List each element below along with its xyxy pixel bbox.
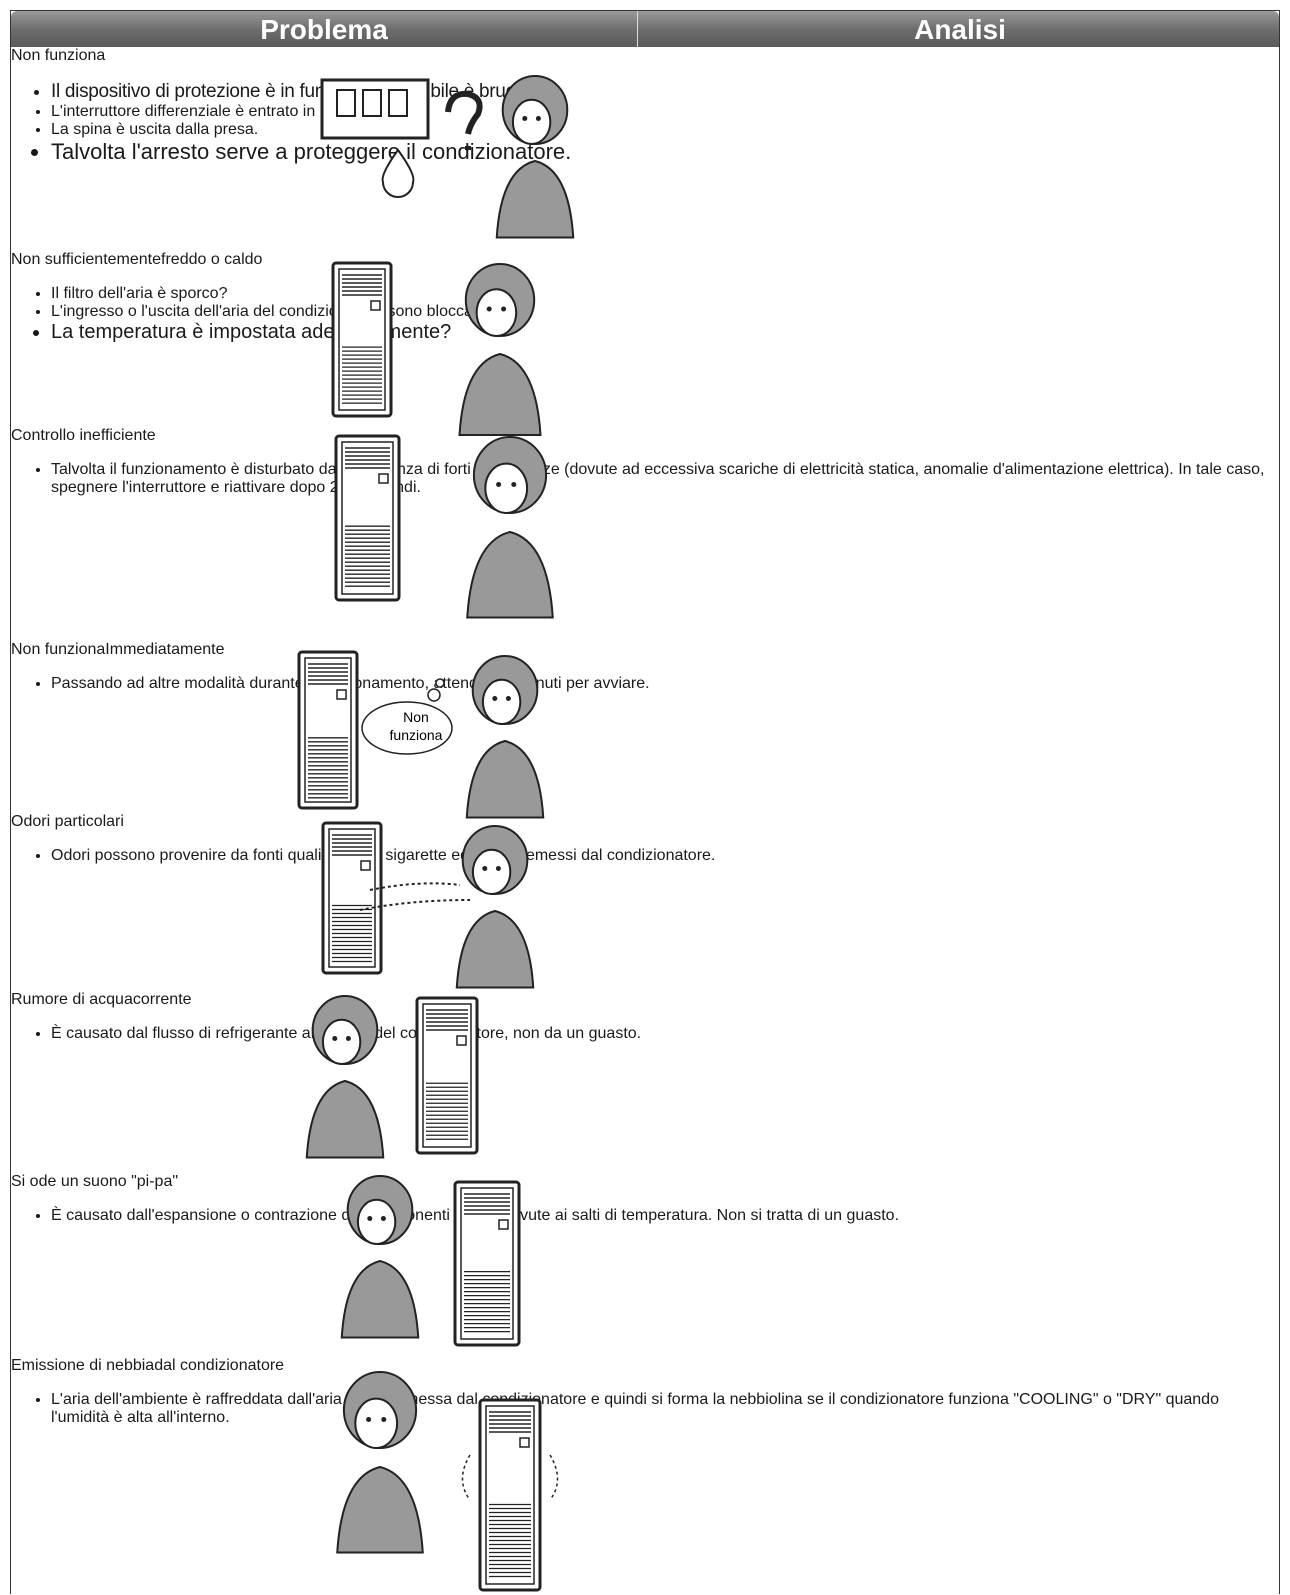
table-header: Problema Analisi bbox=[11, 11, 1279, 47]
analysis-list: È causato dal flusso di refrigerante all… bbox=[11, 1025, 1279, 1043]
problem-text: corrente bbox=[132, 991, 192, 1008]
analysis-cell: Il filtro dell'aria è sporco?L'ingresso … bbox=[11, 285, 1279, 344]
analysis-list: Talvolta il funzionamento è disturbato d… bbox=[11, 461, 1279, 497]
problem-text: Non funziona bbox=[11, 47, 106, 64]
analysis-item: È causato dall'espansione o contrazione … bbox=[51, 1207, 1279, 1225]
table-row: Rumore di acquacorrente È causato dal flu… bbox=[11, 991, 1279, 1173]
table-row: Odori particolari Odori possono provenire… bbox=[11, 813, 1279, 991]
header-cell: Analisi bbox=[637, 11, 1282, 47]
problem-cell: Si ode un suono "pi-pa" bbox=[11, 1173, 1279, 1191]
table-row: Si ode un suono "pi-pa" È causato dall'es… bbox=[11, 1173, 1279, 1357]
problem-text: Non funziona bbox=[11, 641, 106, 658]
analysis-cell: L'aria dell'ambiente è raffreddata dall'… bbox=[11, 1391, 1279, 1427]
table-row: Non sufficientementefreddo o caldo Il fil… bbox=[11, 251, 1279, 427]
problem-cell: Non funzionaImmediatamente bbox=[11, 641, 1279, 659]
problem-text: Emissione di nebbia bbox=[11, 1357, 155, 1374]
analysis-item: Talvolta il funzionamento è disturbato d… bbox=[51, 461, 1279, 497]
analysis-cell: Passando ad altre modalità durante il fu… bbox=[11, 675, 1279, 693]
problem-cell: Non funziona bbox=[11, 47, 1279, 65]
analysis-list: È causato dall'espansione o contrazione … bbox=[11, 1207, 1279, 1225]
problem-text: dal condizionatore bbox=[154, 1357, 285, 1374]
problem-text: Odori particolari bbox=[11, 813, 124, 830]
problem-cell: Controllo inefficiente bbox=[11, 427, 1279, 445]
analysis-item: Passando ad altre modalità durante il fu… bbox=[51, 675, 1279, 693]
problem-text: Rumore di acqua bbox=[11, 991, 133, 1008]
problem-text: Immediatamente bbox=[105, 641, 225, 658]
analysis-item: Il dispositivo di protezione è in funzio… bbox=[51, 81, 1279, 103]
analysis-item: La spina è uscita dalla presa. bbox=[51, 121, 1279, 139]
analysis-list: Passando ad altre modalità durante il fu… bbox=[11, 675, 1279, 693]
analysis-item: L'ingresso o l'uscita dell'aria del cond… bbox=[51, 303, 1279, 321]
table-row: Non funzionaImmediatamente Passando ad al… bbox=[11, 641, 1279, 813]
analysis-list: Odori possono provenire da fonti quali m… bbox=[11, 847, 1279, 865]
table-row: Emissione di nebbiadal condizionatore L'a… bbox=[11, 1357, 1279, 1595]
analysis-cell: Odori possono provenire da fonti quali m… bbox=[11, 847, 1279, 865]
analysis-item: L'aria dell'ambiente è raffreddata dall'… bbox=[51, 1391, 1279, 1427]
analysis-item: La temperatura è impostata adeguatamente… bbox=[51, 321, 1279, 344]
header-cell: Problema bbox=[260, 14, 388, 45]
problem-text: freddo o caldo bbox=[161, 251, 263, 268]
problem-text: Controllo inefficiente bbox=[11, 427, 156, 444]
analysis-cell: È causato dall'espansione o contrazione … bbox=[11, 1207, 1279, 1225]
problem-cell: Odori particolari bbox=[11, 813, 1279, 831]
problem-cell: Non sufficientementefreddo o caldo bbox=[11, 251, 1279, 269]
analysis-item: È causato dal flusso di refrigerante all… bbox=[51, 1025, 1279, 1043]
problem-text: Non sufficientemente bbox=[11, 251, 162, 268]
analysis-item: Il filtro dell'aria è sporco? bbox=[51, 285, 1279, 303]
problem-cell: Rumore di acquacorrente bbox=[11, 991, 1279, 1009]
analysis-cell: È causato dal flusso di refrigerante all… bbox=[11, 1025, 1279, 1043]
table-row: Controllo inefficiente Talvolta il funzio… bbox=[11, 427, 1279, 641]
analysis-list: L'aria dell'ambiente è raffreddata dall'… bbox=[11, 1391, 1279, 1427]
table: Problema Analisi Non funziona Il disposit… bbox=[10, 10, 1280, 1594]
table-row: Non funziona Il dispositivo di protezione… bbox=[11, 47, 1279, 251]
analysis-cell: Il dispositivo di protezione è in funzio… bbox=[11, 81, 1279, 165]
table-body: Non funziona Il dispositivo di protezione… bbox=[11, 47, 1279, 1595]
analysis-item: Talvolta l'arresto serve a proteggere il… bbox=[51, 139, 1279, 165]
problem-text: Si ode un suono "pi-pa" bbox=[11, 1173, 179, 1190]
analysis-cell: Talvolta il funzionamento è disturbato d… bbox=[11, 461, 1279, 497]
analysis-list: Il filtro dell'aria è sporco?L'ingresso … bbox=[11, 285, 1279, 344]
analysis-item: Odori possono provenire da fonti quali m… bbox=[51, 847, 1279, 865]
problem-cell: Emissione di nebbiadal condizionatore bbox=[11, 1357, 1279, 1375]
analysis-list: Il dispositivo di protezione è in funzio… bbox=[11, 81, 1279, 165]
analysis-item: L'interruttore differenziale è entrato i… bbox=[51, 103, 1279, 121]
